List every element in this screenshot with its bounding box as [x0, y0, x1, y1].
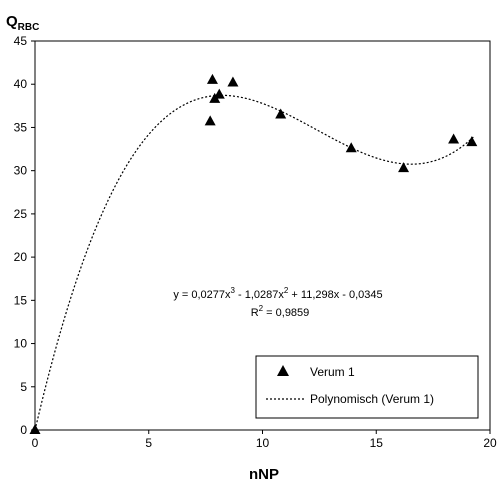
r-squared-value: = 0,9859 [263, 307, 309, 319]
r-squared-sup: 2 [259, 304, 264, 313]
x-tick-label: 0 [32, 436, 39, 450]
equation-part-1: y = 0,0277x [173, 289, 231, 301]
x-tick-label: 20 [483, 436, 497, 450]
data-point-triangle [398, 162, 410, 173]
trendline-layer [34, 94, 475, 431]
x-tick-label: 15 [370, 436, 384, 450]
regression-equation: y = 0,0277x3 - 1,0287x2 + 11,298x - 0,03… [173, 286, 382, 301]
polynomial-trendline [34, 94, 475, 431]
equation-part-3: + 11,298x - 0,0345 [288, 289, 382, 301]
equation-sup-2: 2 [284, 286, 289, 295]
data-point-triangle [448, 133, 460, 144]
y-axis-title-sub: RBC [18, 22, 40, 33]
r-squared: R2 = 0,9859 [251, 304, 310, 319]
data-point-triangle [275, 108, 287, 119]
x-tick-label: 10 [256, 436, 270, 450]
equation-sup-1: 3 [231, 286, 236, 295]
r-squared-label: R [251, 307, 259, 319]
y-tick-label: 0 [20, 423, 27, 437]
y-tick-label: 5 [20, 380, 27, 394]
legend-triangle-icon [277, 365, 289, 376]
data-point-triangle [466, 136, 478, 147]
legend-label-verum: Verum 1 [310, 365, 355, 379]
y-axis-title-main: Q [6, 13, 18, 30]
y-tick-label: 30 [14, 164, 28, 178]
y-tick-label: 40 [14, 77, 28, 91]
y-tick-label: 20 [14, 250, 28, 264]
legend-label-polynomial: Polynomisch (Verum 1) [310, 392, 434, 406]
data-point-triangle [345, 142, 357, 153]
data-point-triangle [204, 115, 216, 126]
y-tick-label: 10 [14, 337, 28, 351]
ticks: 0 5 10 15 20 25 30 35 40 45 0 5 10 15 20 [14, 34, 497, 450]
y-tick-label: 15 [14, 293, 28, 307]
y-tick-label: 45 [14, 34, 28, 48]
y-axis-title: QRBC [6, 13, 39, 33]
x-tick-label: 5 [145, 436, 152, 450]
legend: Verum 1 Polynomisch (Verum 1) [255, 355, 479, 419]
y-tick-label: 35 [14, 120, 28, 134]
legend-box [255, 355, 479, 419]
data-points [29, 73, 478, 434]
equation-part-2: - 1,0287x [235, 289, 284, 301]
y-tick-label: 25 [14, 207, 28, 221]
data-point-triangle [206, 73, 218, 84]
data-point-triangle [213, 88, 225, 99]
data-point-triangle [29, 424, 41, 434]
data-point-triangle [227, 76, 239, 87]
x-axis-title: nNP [249, 466, 279, 483]
